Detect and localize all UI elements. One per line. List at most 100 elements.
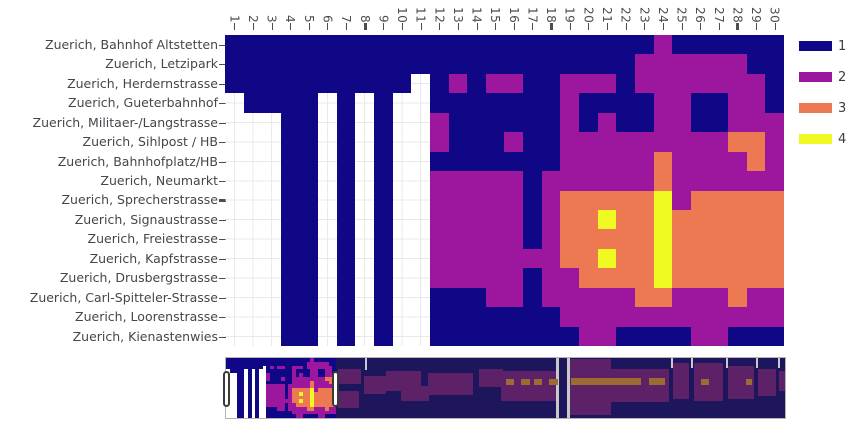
- minimap-cell: [237, 384, 241, 388]
- minimap-cell: [303, 373, 307, 377]
- minimap-cell: [270, 403, 274, 407]
- heatmap-cell: [504, 35, 524, 55]
- minimap-cell: [255, 399, 259, 403]
- heatmap-cell: [318, 171, 337, 190]
- heatmap-cell: [393, 288, 412, 307]
- y-tick-label: Zuerich, Neumarkt: [100, 172, 218, 188]
- minimap-cell: [266, 399, 270, 403]
- minimap-cell: [273, 391, 278, 396]
- rangeslider-dimmed-area[interactable]: [336, 358, 785, 418]
- heatmap-cell: [765, 35, 784, 55]
- heatmap-cell: [765, 248, 784, 269]
- heatmap-cell: [485, 151, 505, 172]
- x-tick: [252, 23, 254, 30]
- heatmap-cell: [690, 54, 710, 74]
- heatmap-cell: [299, 132, 319, 152]
- minimap-cell: [299, 399, 303, 403]
- heatmap-cell: [392, 73, 412, 94]
- legend-item-2[interactable]: 2: [799, 67, 846, 87]
- minimap-cell: [299, 361, 303, 366]
- heatmap-cell: [225, 327, 244, 346]
- minimap-cell: [248, 380, 252, 385]
- heatmap-cell: [280, 287, 300, 308]
- minimap-cell: [288, 388, 292, 392]
- heatmap-cell: [616, 248, 635, 269]
- y-tick: [219, 64, 226, 66]
- heatmap-cell: [299, 73, 319, 94]
- minimap-cell: [240, 373, 245, 377]
- legend-item-1[interactable]: 1: [799, 36, 846, 56]
- y-tick: [219, 180, 226, 182]
- y-tick: [219, 258, 226, 260]
- heatmap-cell: [299, 307, 319, 327]
- heatmap-cell: [225, 73, 244, 94]
- minimap-cell: [328, 384, 333, 388]
- rangeslider-window-minimap[interactable]: [226, 358, 336, 418]
- heatmap-cell: [728, 112, 747, 133]
- y-tick-label: Zuerich, Drusbergstrasse: [59, 270, 218, 286]
- heatmap-cell: [728, 93, 747, 113]
- minimap-cell: [237, 414, 241, 418]
- heatmap-cell: [634, 73, 654, 94]
- heatmap-cell: [448, 190, 468, 210]
- heatmap-cell: [336, 209, 356, 230]
- heatmap-cell: [728, 190, 747, 210]
- minimap-cell: [240, 380, 245, 385]
- minimap-cell: [281, 388, 285, 392]
- minimap-cell: [292, 391, 296, 396]
- minimap-cell: [292, 399, 296, 403]
- heatmap-grid[interactable]: [225, 35, 784, 346]
- heatmap-cell: [374, 287, 393, 308]
- heatmap-cell: [262, 191, 281, 210]
- minimap-cell: [237, 391, 241, 396]
- heatmap-cell: [541, 35, 561, 55]
- heatmap-cell: [429, 209, 449, 230]
- minimap-cell: [310, 388, 314, 392]
- minimap-cell: [255, 406, 259, 411]
- heatmap-cell: [541, 326, 561, 346]
- minimap-cell: [306, 410, 311, 415]
- heatmap-cell: [411, 54, 430, 74]
- minimap-cell: [299, 365, 303, 370]
- minimap-cell: [328, 376, 333, 381]
- minimap-cell: [317, 365, 322, 370]
- heatmap-cell: [355, 307, 374, 326]
- minimap-cell: [255, 365, 259, 370]
- minimap-cell: [328, 365, 333, 370]
- minimap-cell: [277, 361, 281, 366]
- legend-item-4[interactable]: 4: [799, 129, 846, 149]
- heatmap-cell: [318, 191, 337, 210]
- heatmap-cell: [467, 151, 486, 172]
- minimap-cell: [284, 369, 289, 373]
- heatmap-cell: [336, 268, 356, 288]
- minimap-cell: [240, 358, 245, 362]
- heatmap-cell: [225, 307, 244, 326]
- legend-item-3[interactable]: 3: [799, 98, 846, 118]
- minimap-cell: [321, 384, 325, 388]
- heatmap-cell: [690, 209, 710, 230]
- x-tick-label: 18: [544, 6, 559, 23]
- rangeslider-right-handle[interactable]: [332, 371, 339, 407]
- minimap-cell: [325, 380, 329, 385]
- heatmap-cell: [634, 112, 654, 133]
- minimap-cell: [266, 403, 270, 407]
- minimap-cell: [248, 410, 252, 415]
- minimap-cell: [303, 365, 307, 370]
- heatmap-cell: [765, 171, 784, 191]
- heatmap-cell: [541, 248, 561, 269]
- heatmap-cell: [709, 229, 729, 249]
- heatmap-cell: [318, 307, 337, 326]
- minimap-cell: [233, 361, 237, 366]
- heatmap-cell: [467, 35, 486, 55]
- heatmap-cell: [690, 73, 710, 94]
- heatmap-cell: [597, 151, 617, 172]
- minimap-cell: [292, 373, 296, 377]
- minimap-cell: [237, 361, 241, 366]
- heatmap-cell: [225, 54, 244, 74]
- rangeslider-track[interactable]: [223, 357, 786, 419]
- minimap-cell: [317, 414, 322, 418]
- minimap-cell: [325, 373, 329, 377]
- rangeslider-left-handle[interactable]: [223, 371, 230, 407]
- heatmap-cell: [709, 93, 729, 113]
- rangeslider-dim-blob: [649, 378, 665, 385]
